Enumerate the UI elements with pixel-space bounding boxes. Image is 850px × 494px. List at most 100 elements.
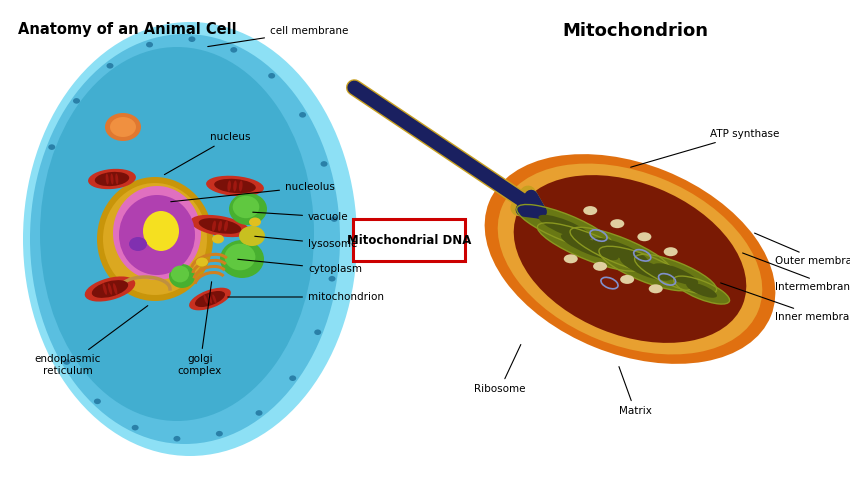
Ellipse shape — [635, 254, 717, 294]
Ellipse shape — [189, 37, 196, 42]
Ellipse shape — [171, 266, 189, 283]
Ellipse shape — [146, 42, 153, 47]
Text: cell membrane: cell membrane — [207, 26, 348, 46]
Ellipse shape — [249, 217, 261, 227]
Ellipse shape — [268, 73, 275, 79]
Ellipse shape — [196, 257, 208, 266]
Text: Intermembrane space: Intermembrane space — [743, 253, 850, 292]
Ellipse shape — [649, 285, 663, 293]
Ellipse shape — [218, 221, 222, 231]
Ellipse shape — [564, 254, 578, 263]
Ellipse shape — [638, 232, 651, 241]
Ellipse shape — [331, 216, 337, 222]
Ellipse shape — [40, 47, 314, 421]
Ellipse shape — [206, 176, 264, 196]
Ellipse shape — [173, 436, 180, 442]
Ellipse shape — [113, 186, 201, 280]
Ellipse shape — [229, 193, 267, 225]
Text: vacuole: vacuole — [252, 212, 348, 222]
Ellipse shape — [583, 206, 598, 215]
Ellipse shape — [561, 234, 618, 260]
Ellipse shape — [97, 177, 213, 301]
Ellipse shape — [538, 215, 592, 240]
Ellipse shape — [208, 294, 212, 304]
Ellipse shape — [195, 291, 225, 307]
Ellipse shape — [513, 175, 746, 343]
Ellipse shape — [103, 183, 207, 295]
Ellipse shape — [220, 240, 264, 278]
Text: golgi
complex: golgi complex — [178, 282, 222, 375]
Ellipse shape — [23, 22, 357, 456]
Ellipse shape — [620, 275, 634, 284]
Text: endoplasmic
reticulum: endoplasmic reticulum — [35, 306, 148, 375]
Text: lysosome: lysosome — [255, 236, 357, 249]
Ellipse shape — [92, 280, 128, 298]
Ellipse shape — [203, 294, 207, 304]
Ellipse shape — [498, 164, 762, 354]
Ellipse shape — [189, 288, 231, 310]
Ellipse shape — [537, 223, 642, 271]
Ellipse shape — [593, 262, 607, 271]
Ellipse shape — [190, 215, 250, 237]
Ellipse shape — [224, 221, 228, 231]
Ellipse shape — [664, 247, 677, 256]
Ellipse shape — [143, 211, 179, 251]
Ellipse shape — [73, 98, 80, 104]
Ellipse shape — [239, 180, 242, 192]
Ellipse shape — [320, 161, 327, 166]
Ellipse shape — [212, 294, 217, 304]
Ellipse shape — [88, 169, 136, 189]
Ellipse shape — [484, 154, 775, 364]
Ellipse shape — [214, 179, 256, 193]
Ellipse shape — [314, 329, 321, 335]
Text: Matrix: Matrix — [619, 367, 651, 416]
Text: nucleus: nucleus — [164, 132, 251, 174]
Ellipse shape — [106, 63, 114, 69]
Ellipse shape — [105, 173, 109, 184]
Ellipse shape — [212, 235, 224, 244]
Ellipse shape — [599, 246, 692, 291]
Ellipse shape — [224, 244, 255, 270]
Ellipse shape — [570, 227, 671, 274]
Ellipse shape — [199, 218, 241, 234]
Ellipse shape — [108, 283, 112, 295]
Ellipse shape — [620, 256, 672, 281]
Ellipse shape — [113, 283, 117, 295]
Text: Mitochondrial DNA: Mitochondrial DNA — [347, 234, 471, 247]
Ellipse shape — [169, 264, 195, 288]
Ellipse shape — [289, 375, 296, 381]
Text: ATP synthase: ATP synthase — [631, 129, 779, 167]
Ellipse shape — [228, 180, 231, 192]
Ellipse shape — [94, 172, 129, 186]
Text: mitochondrion: mitochondrion — [228, 292, 384, 302]
Ellipse shape — [299, 112, 306, 118]
Ellipse shape — [85, 277, 135, 301]
Text: Inner membrane: Inner membrane — [721, 283, 850, 322]
Ellipse shape — [212, 221, 216, 231]
Ellipse shape — [63, 359, 71, 365]
Text: Outer membrane: Outer membrane — [755, 233, 850, 266]
Ellipse shape — [103, 283, 107, 295]
Ellipse shape — [686, 283, 717, 298]
Text: Anatomy of an Animal Cell: Anatomy of an Animal Cell — [18, 22, 236, 37]
Ellipse shape — [129, 237, 147, 251]
FancyBboxPatch shape — [353, 219, 465, 261]
Ellipse shape — [132, 425, 139, 430]
Ellipse shape — [233, 196, 259, 218]
Ellipse shape — [673, 276, 729, 304]
Ellipse shape — [105, 113, 141, 141]
Ellipse shape — [116, 173, 118, 184]
Ellipse shape — [110, 117, 136, 137]
Ellipse shape — [592, 238, 648, 264]
Ellipse shape — [216, 431, 223, 437]
Ellipse shape — [110, 173, 114, 184]
Ellipse shape — [256, 410, 263, 416]
Ellipse shape — [94, 399, 101, 404]
Ellipse shape — [48, 144, 55, 150]
Ellipse shape — [328, 276, 336, 282]
Ellipse shape — [610, 219, 624, 228]
Ellipse shape — [119, 195, 195, 275]
Text: cytoplasm: cytoplasm — [238, 259, 362, 274]
Text: Ribosome: Ribosome — [474, 344, 526, 394]
Ellipse shape — [230, 47, 237, 53]
